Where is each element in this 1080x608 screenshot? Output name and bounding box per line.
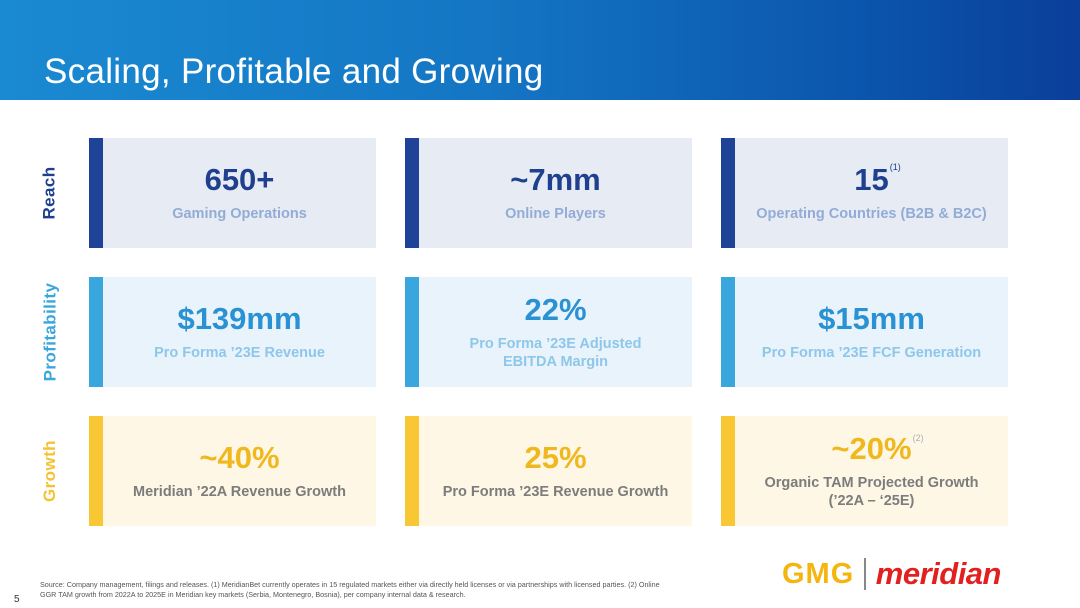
footnote-marker: (2) <box>912 432 924 443</box>
accent-bar <box>89 138 103 248</box>
metric-number: 15 <box>854 161 889 197</box>
metric-value: $15mm <box>818 300 925 336</box>
page-number: 5 <box>14 594 20 605</box>
card-tam-growth: ~20% (2) Organic TAM Projected Growth (’2… <box>721 416 1008 526</box>
metric-caption: Pro Forma ’23E Revenue <box>154 344 325 361</box>
row-label-profitability: Profitability <box>30 277 70 387</box>
metric-value: ~40% <box>199 439 280 475</box>
company-logo: GMG meridian <box>782 556 1002 592</box>
accent-bar <box>721 277 735 387</box>
caption-line: Pro Forma ’23E Adjusted <box>469 335 642 352</box>
page-title: Scaling, Profitable and Growing <box>44 52 544 91</box>
source-footnote: Source: Company management, filings and … <box>40 580 770 601</box>
accent-bar <box>405 277 419 387</box>
footnote-marker: (1) <box>889 161 901 172</box>
metric-value: $139mm <box>177 300 302 336</box>
metric-caption: Pro Forma ’23E Adjusted EBITDA Margin <box>470 335 642 371</box>
accent-bar <box>405 138 419 248</box>
header-banner: Scaling, Profitable and Growing <box>0 0 1080 100</box>
row-label-reach: Reach <box>30 138 70 248</box>
metric-value: 650+ <box>204 161 275 197</box>
card-fcf-generation: $15mm Pro Forma ’23E FCF Generation <box>721 277 1008 387</box>
card-online-players: ~7mm Online Players <box>405 138 692 248</box>
row-label-text: Profitability <box>40 282 59 382</box>
accent-bar <box>721 138 735 248</box>
metric-value: 22% <box>524 291 587 327</box>
metric-value: 15 (1) <box>854 161 900 197</box>
metric-caption: Operating Countries (B2B & B2C) <box>756 205 987 222</box>
gmg-logo: GMG <box>782 557 855 590</box>
accent-bar <box>721 416 735 526</box>
metric-caption: Pro Forma ’23E Revenue Growth <box>442 483 669 500</box>
metric-caption: Online Players <box>505 205 606 222</box>
metric-caption: Pro Forma ’23E FCF Generation <box>761 344 982 361</box>
footnote-line: GGR TAM growth from 2022A to 2025E in Me… <box>40 590 466 600</box>
logo-divider <box>864 558 866 590</box>
caption-line: Organic TAM Projected Growth <box>764 474 979 491</box>
metric-caption: Gaming Operations <box>172 205 307 222</box>
footnote-line: Source: Company management, filings and … <box>40 580 660 589</box>
metric-value: ~20% (2) <box>831 430 923 466</box>
card-operating-countries: 15 (1) Operating Countries (B2B & B2C) <box>721 138 1008 248</box>
row-label-text: Growth <box>40 440 59 502</box>
accent-bar <box>405 416 419 526</box>
accent-bar <box>89 277 103 387</box>
metric-number: ~20% <box>831 430 912 466</box>
accent-bar <box>89 416 103 526</box>
card-meridian-revenue-growth: ~40% Meridian ’22A Revenue Growth <box>89 416 376 526</box>
metric-value: ~7mm <box>510 161 601 197</box>
card-gaming-operations: 650+ Gaming Operations <box>89 138 376 248</box>
caption-line: EBITDA Margin <box>502 354 608 371</box>
metric-caption: Meridian ’22A Revenue Growth <box>133 483 346 500</box>
row-label-growth: Growth <box>30 416 70 526</box>
meridian-logo: meridian <box>875 556 1002 591</box>
card-pro-forma-revenue: $139mm Pro Forma ’23E Revenue <box>89 277 376 387</box>
card-pro-forma-revenue-growth: 25% Pro Forma ’23E Revenue Growth <box>405 416 692 526</box>
row-label-text: Reach <box>40 166 59 220</box>
metric-caption: Organic TAM Projected Growth (’22A – ‘25… <box>764 474 978 510</box>
card-ebitda-margin: 22% Pro Forma ’23E Adjusted EBITDA Margi… <box>405 277 692 387</box>
caption-line: (’22A – ‘25E) <box>828 493 915 510</box>
metric-value: 25% <box>524 439 587 475</box>
